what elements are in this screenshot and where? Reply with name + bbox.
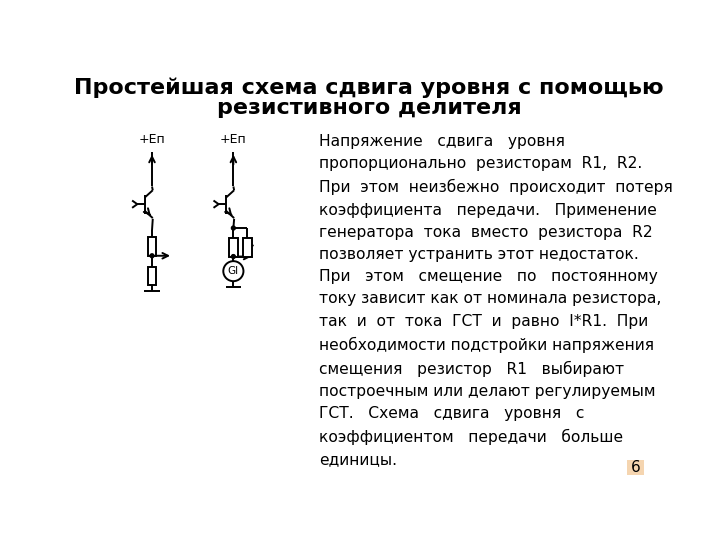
FancyBboxPatch shape <box>627 460 644 475</box>
Circle shape <box>231 226 235 230</box>
Bar <box>229 238 238 256</box>
Circle shape <box>150 254 154 258</box>
Text: GI: GI <box>228 266 239 276</box>
Text: +Еп: +Еп <box>139 133 166 146</box>
Text: +Еп: +Еп <box>220 133 247 146</box>
Bar <box>148 237 156 256</box>
Circle shape <box>231 254 235 259</box>
Text: Напряжение   сдвига   уровня
пропорционально  резисторам  R1,  R2.
При  этом  не: Напряжение сдвига уровня пропорционально… <box>320 134 673 467</box>
Text: резистивного делителя: резистивного делителя <box>217 98 521 118</box>
Bar <box>148 267 156 285</box>
Text: 6: 6 <box>631 460 641 475</box>
Text: Простейшая схема сдвига уровня с помощью: Простейшая схема сдвига уровня с помощью <box>74 78 664 98</box>
Circle shape <box>223 261 243 281</box>
Bar <box>243 238 251 256</box>
